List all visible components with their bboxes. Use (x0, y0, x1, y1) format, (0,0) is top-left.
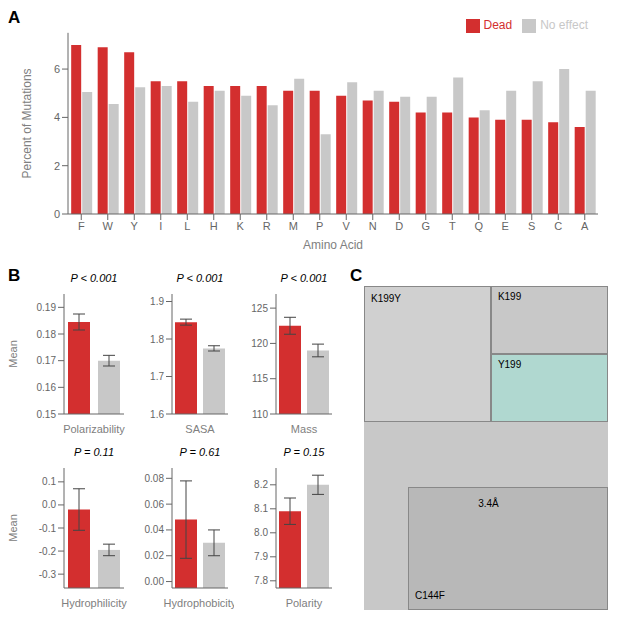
svg-text:Amino Acid: Amino Acid (303, 238, 363, 252)
svg-text:0.19: 0.19 (37, 302, 57, 313)
html-text:B: B (8, 266, 21, 285)
svg-text:6: 6 (54, 63, 60, 75)
svg-text:125: 125 (251, 303, 268, 314)
svg-text:G: G (421, 220, 430, 232)
svg-text:120: 120 (251, 338, 268, 349)
svg-text:S: S (528, 220, 535, 232)
html-text:P = 0.61: P = 0.61 (179, 446, 221, 458)
svg-text:Hydrophilicity: Hydrophilicity (61, 597, 127, 609)
svg-text:0: 0 (54, 208, 60, 220)
svg-text:-0.1: -0.1 (39, 523, 57, 534)
svg-text:V: V (343, 220, 351, 232)
svg-text:L: L (184, 220, 190, 232)
svg-text:8.0: 8.0 (254, 527, 268, 538)
svg-text:0.06: 0.06 (145, 499, 165, 510)
svg-text:Mean: Mean (8, 340, 19, 368)
svg-text:Y: Y (131, 220, 139, 232)
html-text:P < 0.001: P < 0.001 (280, 272, 328, 284)
svg-text:Polarizability: Polarizability (63, 423, 125, 435)
svg-text:2: 2 (54, 160, 60, 172)
svg-text:C: C (554, 220, 562, 232)
svg-text:Mean: Mean (8, 514, 19, 542)
svg-text:7.9: 7.9 (254, 551, 268, 562)
svg-text:M: M (289, 220, 298, 232)
svg-text:Q: Q (474, 220, 483, 232)
html-text:C: C (350, 266, 363, 285)
svg-text:0.00: 0.00 (145, 576, 165, 587)
svg-text:-0.2: -0.2 (39, 546, 57, 557)
svg-text:0.02: 0.02 (145, 550, 165, 561)
svg-text:0.15: 0.15 (37, 409, 57, 420)
svg-text:1.6: 1.6 (150, 409, 164, 420)
svg-text:P: P (316, 220, 323, 232)
svg-text:R: R (263, 220, 271, 232)
svg-text:Hydrophobicity: Hydrophobicity (164, 597, 234, 609)
svg-text:Percent of Mutations: Percent of Mutations (20, 68, 34, 178)
svg-text:Polarity: Polarity (286, 597, 323, 609)
svg-text:F: F (78, 220, 85, 232)
svg-text:1.7: 1.7 (150, 371, 164, 382)
svg-text:0.17: 0.17 (37, 355, 57, 366)
svg-text:1.9: 1.9 (150, 296, 164, 307)
svg-text:-0.3: -0.3 (39, 569, 57, 580)
html-text:P = 0.15: P = 0.15 (283, 446, 325, 458)
svg-text:0.18: 0.18 (37, 329, 57, 340)
svg-text:0.08: 0.08 (145, 473, 165, 484)
svg-text:7.8: 7.8 (254, 575, 268, 586)
svg-text:4: 4 (54, 111, 60, 123)
svg-text:0.04: 0.04 (145, 524, 165, 535)
svg-text:Mass: Mass (291, 423, 318, 435)
svg-text:I: I (159, 220, 162, 232)
svg-text:W: W (103, 220, 114, 232)
html-text:K199Y: K199Y (371, 293, 401, 304)
html-text:Dead: Dead (483, 18, 513, 32)
html-text:C144F: C144F (414, 590, 445, 601)
html-text:A: A (8, 8, 21, 27)
svg-text:T: T (449, 220, 456, 232)
html-text:P < 0.001: P < 0.001 (70, 272, 118, 284)
svg-text:115: 115 (252, 373, 268, 384)
html-text:K199: K199 (497, 291, 522, 302)
svg-text:8.2: 8.2 (254, 479, 268, 490)
svg-text:0.1: 0.1 (42, 476, 56, 487)
html-text:No effect: No effect (540, 18, 588, 32)
svg-text:110: 110 (252, 409, 268, 420)
svg-text:8.1: 8.1 (254, 503, 268, 514)
svg-text:H: H (210, 220, 218, 232)
html-text:3.4Å: 3.4Å (478, 497, 499, 509)
svg-text:0.0: 0.0 (42, 499, 56, 510)
svg-text:E: E (502, 220, 509, 232)
svg-text:1.8: 1.8 (150, 334, 164, 345)
html-text:P < 0.001: P < 0.001 (176, 272, 224, 284)
svg-text:N: N (369, 220, 377, 232)
svg-text:K: K (237, 220, 245, 232)
svg-text:SASA: SASA (185, 423, 215, 435)
svg-text:A: A (581, 220, 589, 232)
html-text:P = 0.11: P = 0.11 (74, 446, 114, 458)
html-text:Y199: Y199 (497, 359, 522, 370)
svg-text:D: D (395, 220, 403, 232)
svg-text:0.16: 0.16 (37, 382, 57, 393)
